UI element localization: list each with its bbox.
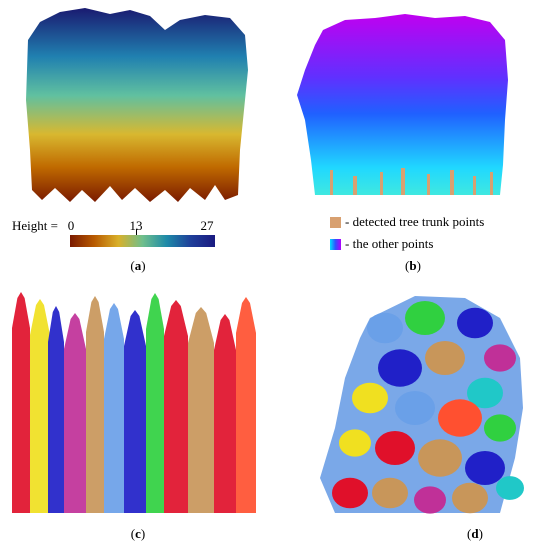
- tree-crown: [375, 431, 415, 465]
- trunk-points: [330, 168, 493, 195]
- trunk-detection-point-cloud: [297, 14, 508, 195]
- tree-segment: [30, 299, 50, 513]
- tree-segment: [64, 313, 86, 513]
- legend-trunk: - detected tree trunk points: [330, 214, 484, 230]
- tree-segment: [12, 292, 30, 513]
- segmented-trees-top-view: [320, 296, 524, 514]
- tree-crown: [367, 312, 403, 344]
- legend-other-label: - the other points: [345, 236, 434, 251]
- tree-crown: [372, 477, 408, 509]
- tree-crown: [352, 382, 388, 414]
- panel-label-d: (d): [467, 526, 483, 541]
- tree-segment: [188, 307, 214, 513]
- panel-label-c: (c): [130, 526, 146, 541]
- height-colored-point-cloud: [26, 8, 248, 202]
- tree-crown: [418, 439, 462, 477]
- panel-b: - detected tree trunk points - the other…: [275, 0, 550, 278]
- colorbar-tick-mark: [136, 229, 137, 237]
- colorbar-tick-0: 0: [67, 218, 75, 233]
- panel-d: (d): [275, 278, 550, 546]
- tree-crown: [457, 307, 493, 339]
- colorbar-prefix: Height =: [12, 218, 58, 233]
- tree-crown: [414, 486, 446, 514]
- segmented-trees-side-view: [12, 292, 256, 513]
- tree-crown: [496, 476, 524, 500]
- height-colorbar: [70, 235, 215, 247]
- colorbar-tick-13: 13: [129, 218, 143, 233]
- panel-label-b: (b): [405, 258, 421, 273]
- tree-crown: [438, 399, 482, 437]
- panel-label-a: (a): [130, 258, 146, 273]
- tree-crown: [395, 391, 435, 425]
- tree-crown: [467, 377, 503, 409]
- tree-segment: [48, 306, 64, 513]
- tree-crown: [484, 344, 516, 372]
- legend-trunk-label: - detected tree trunk points: [345, 214, 485, 229]
- panel-a: Height = 0 13 27 (a): [0, 0, 275, 278]
- tree-segment: [86, 296, 104, 513]
- tree-crown: [452, 482, 488, 514]
- tree-crown: [484, 414, 516, 442]
- legend-other-swatch: [330, 238, 341, 250]
- colorbar-tick-27: 27: [200, 218, 214, 233]
- tree-crown: [339, 429, 371, 457]
- tree-crown: [425, 341, 465, 375]
- panel-c: (c): [0, 278, 275, 546]
- tree-crown: [378, 349, 422, 387]
- tree-crown: [465, 451, 505, 485]
- legend-trunk-swatch: [330, 216, 341, 228]
- tree-crown: [405, 301, 445, 335]
- tree-segment: [164, 300, 188, 513]
- tree-segment: [236, 297, 256, 513]
- legend-other: - the other points: [330, 236, 433, 252]
- tree-segment: [104, 303, 124, 513]
- tree-crown: [332, 477, 368, 509]
- tree-segment: [214, 314, 236, 513]
- tree-segment: [124, 310, 146, 513]
- tree-segment: [146, 293, 164, 513]
